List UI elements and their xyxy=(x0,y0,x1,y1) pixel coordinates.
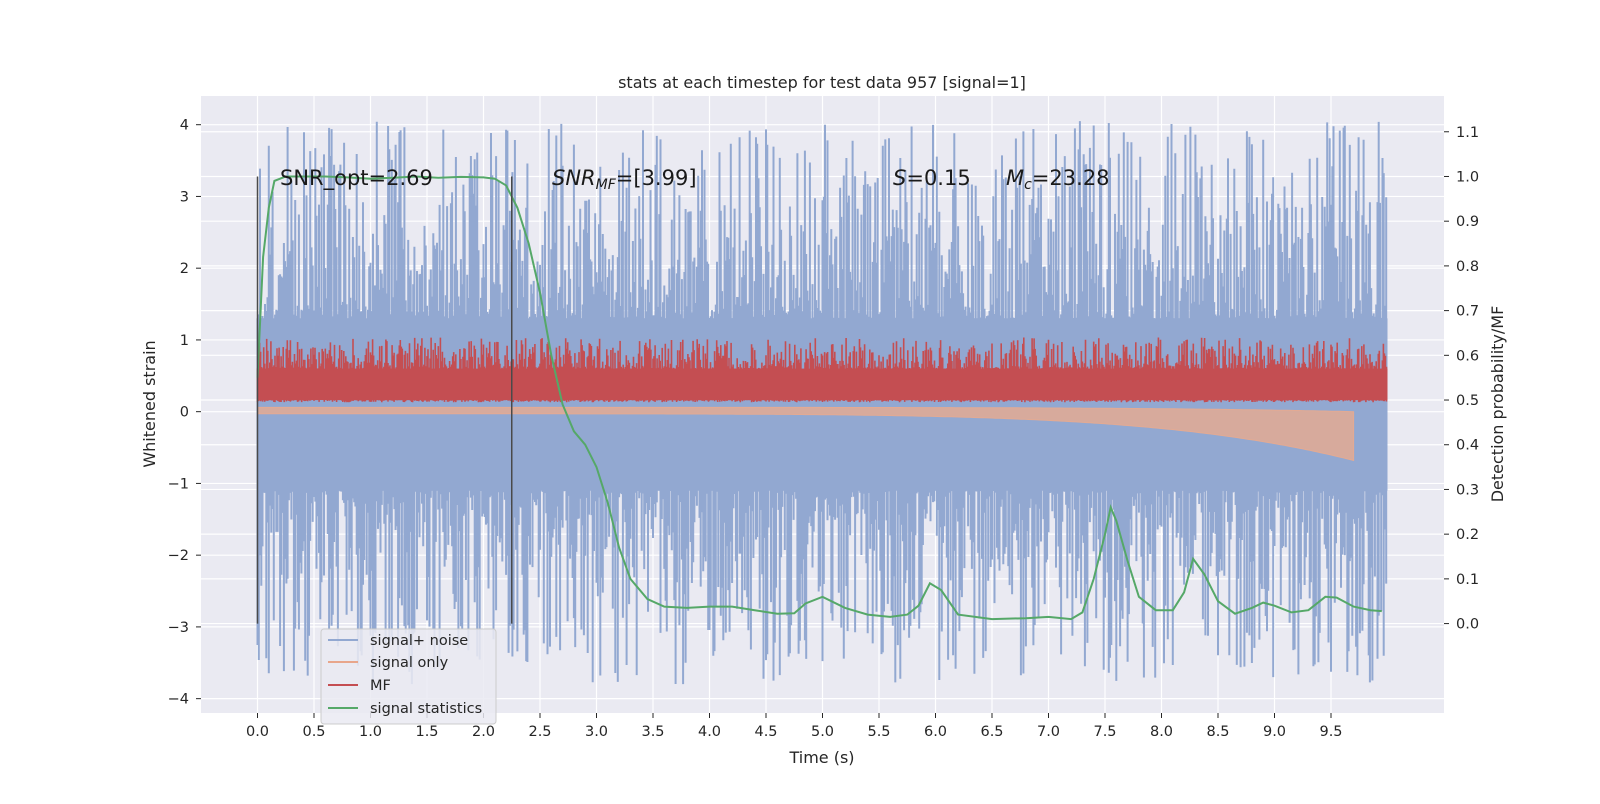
legend-box xyxy=(320,628,497,725)
x-tick-label: 7.5 xyxy=(1093,724,1116,740)
y-right-tick-label: 0.3 xyxy=(1456,482,1479,498)
x-tick-label: 0.5 xyxy=(302,724,325,740)
signal-only-line xyxy=(257,406,1355,462)
y-axis-label-left: Whitened strain xyxy=(140,340,159,467)
x-tick-label: 9.0 xyxy=(1263,724,1286,740)
x-axis-label: Time (s) xyxy=(788,748,854,767)
y-left-tick-label: −2 xyxy=(168,548,189,564)
y-left-tick-label: 0 xyxy=(180,405,189,421)
y-left-tick-label: 4 xyxy=(180,118,189,134)
y-right-tick-label: 1.0 xyxy=(1456,169,1479,185)
y-right-tick-label: 0.1 xyxy=(1456,572,1479,588)
annotation-snr-mf-sub: MF xyxy=(596,177,617,193)
annotation-mc-sub: c xyxy=(1024,177,1032,193)
y-left-tick-labels: −4 −3 −2 −1 0 1 2 3 4 xyxy=(168,118,201,708)
y-right-tick-label: 0.7 xyxy=(1456,304,1479,320)
annotation-snr-mf: SNRMF=[3.99] xyxy=(552,166,697,193)
x-tick-label: 2.5 xyxy=(528,724,551,740)
x-tick-label: 4.5 xyxy=(754,724,777,740)
y-left-tick-label: 3 xyxy=(180,189,189,205)
x-tick-label: 4.0 xyxy=(698,724,721,740)
annotation-snr-opt: SNR_opt=2.69 xyxy=(280,166,433,191)
y-left-tick-label: −4 xyxy=(168,692,189,708)
y-left-tick-label: −1 xyxy=(168,476,189,492)
legend: signal+ noise signal only MF signal stat… xyxy=(320,628,497,725)
annotation-mc-symbol: M xyxy=(1006,166,1024,190)
plot-area xyxy=(256,121,1388,685)
annotation-s-value: =0.15 xyxy=(906,166,970,190)
y-axis-label-right: Detection probability/MF xyxy=(1488,306,1507,503)
x-tick-label: 5.0 xyxy=(811,724,834,740)
annotation-mc-value: =23.28 xyxy=(1032,166,1110,190)
legend-label-signal-statistics: signal statistics xyxy=(370,701,482,717)
y-right-tick-labels: 0.0 0.1 0.2 0.3 0.4 0.5 0.6 0.7 0.8 0.9 1.0 1.1 xyxy=(1444,125,1479,633)
legend-label-signal-only: signal only xyxy=(370,655,449,671)
x-tick-label: 0.0 xyxy=(246,724,269,740)
x-tick-label: 8.0 xyxy=(1150,724,1173,740)
x-tick-label: 2.0 xyxy=(472,724,495,740)
x-tick-label: 3.5 xyxy=(641,724,664,740)
y-right-tick-label: 0.5 xyxy=(1456,393,1479,409)
x-tick-label: 1.5 xyxy=(415,724,438,740)
annotation-snr-mf-suffix: =[3.99] xyxy=(616,166,697,190)
x-tick-label: 6.0 xyxy=(924,724,947,740)
x-tick-label: 9.5 xyxy=(1319,724,1342,740)
x-tick-labels: 0.0 0.5 1.0 1.5 2.0 2.5 3.0 3.5 4.0 4.5 5.0 5.5 6.0 6… xyxy=(246,713,1343,740)
x-tick-label: 3.0 xyxy=(585,724,608,740)
y-left-tick-label: 2 xyxy=(180,261,189,277)
y-right-tick-label: 0.9 xyxy=(1456,214,1479,230)
y-left-tick-label: −3 xyxy=(168,620,189,636)
x-tick-label: 1.0 xyxy=(359,724,382,740)
annotation-snr-mf-prefix: SNR xyxy=(552,166,596,190)
y-right-tick-label: 0.0 xyxy=(1456,617,1479,633)
y-right-tick-label: 0.4 xyxy=(1456,438,1479,454)
x-tick-label: 7.0 xyxy=(1037,724,1060,740)
x-tick-label: 8.5 xyxy=(1206,724,1229,740)
legend-label-mf: MF xyxy=(370,678,391,694)
y-left-tick-label: 1 xyxy=(180,333,189,349)
y-right-tick-label: 0.8 xyxy=(1456,259,1479,275)
annotation-s-symbol: S xyxy=(893,166,906,190)
x-tick-label: 6.5 xyxy=(980,724,1003,740)
legend-label-signal-noise: signal+ noise xyxy=(370,633,468,649)
y-right-tick-label: 0.6 xyxy=(1456,348,1479,364)
signal-statistics-line xyxy=(256,175,1382,621)
annotation-mc: Mc=23.28 xyxy=(1006,166,1110,193)
x-tick-label: 5.5 xyxy=(867,724,890,740)
y-right-tick-label: 0.2 xyxy=(1456,527,1479,543)
y-right-tick-label: 1.1 xyxy=(1456,125,1479,141)
annotation-s: S=0.15 xyxy=(893,166,971,190)
chart-title: stats at each timestep for test data 957… xyxy=(618,73,1026,92)
